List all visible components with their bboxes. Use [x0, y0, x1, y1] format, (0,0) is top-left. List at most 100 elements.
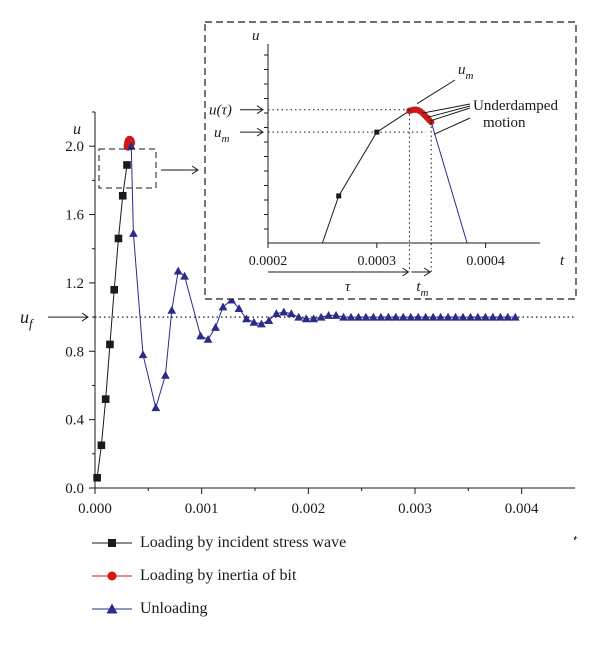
- figure: 0.000 0.001 0.002 0.003 0.004 0.0 0.4 0.8 1.2 1.6…: [20, 21, 578, 540]
- data-point-triangle: [324, 311, 333, 319]
- data-point-square: [101, 395, 110, 403]
- data-point-triangle: [167, 305, 177, 314]
- inset-x-tick-label: 0.0003: [358, 254, 397, 269]
- um-arrow-head: [256, 127, 264, 137]
- x-tick-label: 0.001: [185, 501, 219, 517]
- data-point-triangle: [346, 312, 356, 321]
- peak-pointer: [416, 79, 456, 105]
- data-point-triangle: [331, 311, 341, 319]
- data-point-triangle: [398, 312, 408, 321]
- data-point-triangle: [257, 319, 266, 328]
- data-point-triangle: [271, 309, 281, 318]
- data-point-triangle: [196, 331, 205, 340]
- data-point-triangle: [495, 312, 505, 321]
- data-point-triangle: [294, 312, 304, 321]
- inset-y-axis-label: u: [252, 28, 260, 44]
- data-point-triangle: [428, 312, 438, 321]
- data-point-triangle: [406, 312, 416, 321]
- tau-label: τ: [345, 279, 351, 295]
- data-point-triangle: [510, 312, 520, 321]
- data-point-triangle: [473, 312, 483, 321]
- data-point-triangle: [234, 304, 244, 313]
- u-tau-label: u(τ): [209, 103, 232, 119]
- inset-x-axis-label: t: [560, 253, 565, 269]
- data-point-triangle: [286, 309, 296, 318]
- x-tick-label: 0.004: [505, 501, 539, 517]
- data-point-triangle: [279, 307, 289, 316]
- data-point-triangle: [242, 314, 251, 323]
- data-point-square: [106, 340, 114, 349]
- y-tick-label: 0.8: [65, 344, 84, 360]
- data-point-triangle: [421, 312, 431, 321]
- legend-label: Unloading: [140, 600, 208, 617]
- data-point-triangle: [301, 314, 311, 323]
- data-point-triangle: [218, 302, 228, 311]
- underdamped-pointer: [426, 105, 471, 119]
- x-tick-label: 0.002: [291, 501, 325, 517]
- tau-arrow-head: [402, 267, 410, 277]
- y-tick-label: 0.4: [65, 413, 84, 429]
- underdamped-pointer: [422, 103, 471, 114]
- uf-label: uf: [20, 307, 35, 331]
- data-point-triangle: [383, 312, 393, 321]
- uf-arrow-head: [81, 312, 89, 322]
- um-level-label: um: [214, 125, 230, 145]
- data-point-triangle: [361, 312, 371, 321]
- data-point-triangle: [211, 322, 220, 331]
- tm-label: tm: [416, 279, 428, 299]
- legend-symbol-square: [92, 539, 132, 547]
- data-point-square: [336, 193, 342, 199]
- x-axis-label: t: [573, 532, 578, 540]
- data-point-triangle: [481, 312, 490, 321]
- data-point-square: [114, 234, 123, 243]
- data-point-triangle: [151, 403, 161, 412]
- data-point-square: [97, 441, 106, 450]
- data-point-triangle: [180, 271, 189, 280]
- y-tick-label: 0.0: [65, 481, 84, 497]
- x-tick-label: 0.000: [78, 501, 112, 517]
- data-point-triangle: [413, 312, 423, 321]
- data-point-triangle: [466, 312, 475, 321]
- inset-series-line: [321, 110, 410, 244]
- data-point-triangle: [376, 312, 386, 321]
- data-point-triangle: [488, 312, 498, 321]
- u-tau-arrow-head: [256, 105, 264, 115]
- data-point-triangle: [391, 312, 401, 321]
- data-point-square: [93, 473, 101, 482]
- data-point-triangle: [129, 228, 138, 237]
- tm-arrow-head: [423, 267, 432, 277]
- legend-symbol-circle: [92, 571, 132, 581]
- data-point-triangle: [249, 317, 259, 326]
- data-point-square: [123, 161, 131, 169]
- data-point-triangle: [203, 334, 213, 343]
- zoom-region-box: [98, 148, 157, 189]
- underdamped-pointer: [433, 117, 471, 135]
- data-point-triangle: [443, 312, 453, 321]
- inset-x-tick-label: 0.0002: [249, 254, 288, 269]
- legend-label: Loading by inertia of bit: [140, 567, 297, 584]
- legend-symbol-triangle: [92, 603, 132, 614]
- legend-label: Loading by incident stress wave: [140, 534, 347, 551]
- data-point-triangle: [458, 312, 468, 321]
- data-point-square: [110, 285, 118, 294]
- data-point-triangle: [309, 314, 319, 323]
- zoom-arrow-head: [191, 165, 199, 175]
- data-point-triangle: [138, 350, 148, 359]
- data-point-triangle: [339, 312, 348, 321]
- underdamped-label: Underdamped: [473, 98, 558, 114]
- data-point-triangle: [354, 312, 363, 321]
- data-point-triangle: [126, 141, 136, 150]
- inset-series-line: [430, 121, 468, 244]
- y-tick-label: 1.2: [65, 276, 84, 292]
- data-point-triangle: [503, 312, 513, 321]
- data-point-triangle: [451, 312, 460, 321]
- x-tick-label: 0.003: [398, 501, 432, 517]
- data-point-triangle: [161, 370, 170, 379]
- um-peak-label: um: [458, 62, 474, 82]
- motion-label: motion: [483, 115, 526, 131]
- data-point-square: [118, 191, 127, 200]
- data-point-triangle: [264, 316, 274, 325]
- underdamped-pointer: [429, 107, 471, 122]
- y-tick-label: 1.6: [65, 208, 84, 224]
- main-plot: 0.000 0.001 0.002 0.003 0.004 0.0 0.4 0.8 1.2 1.6…: [20, 111, 578, 540]
